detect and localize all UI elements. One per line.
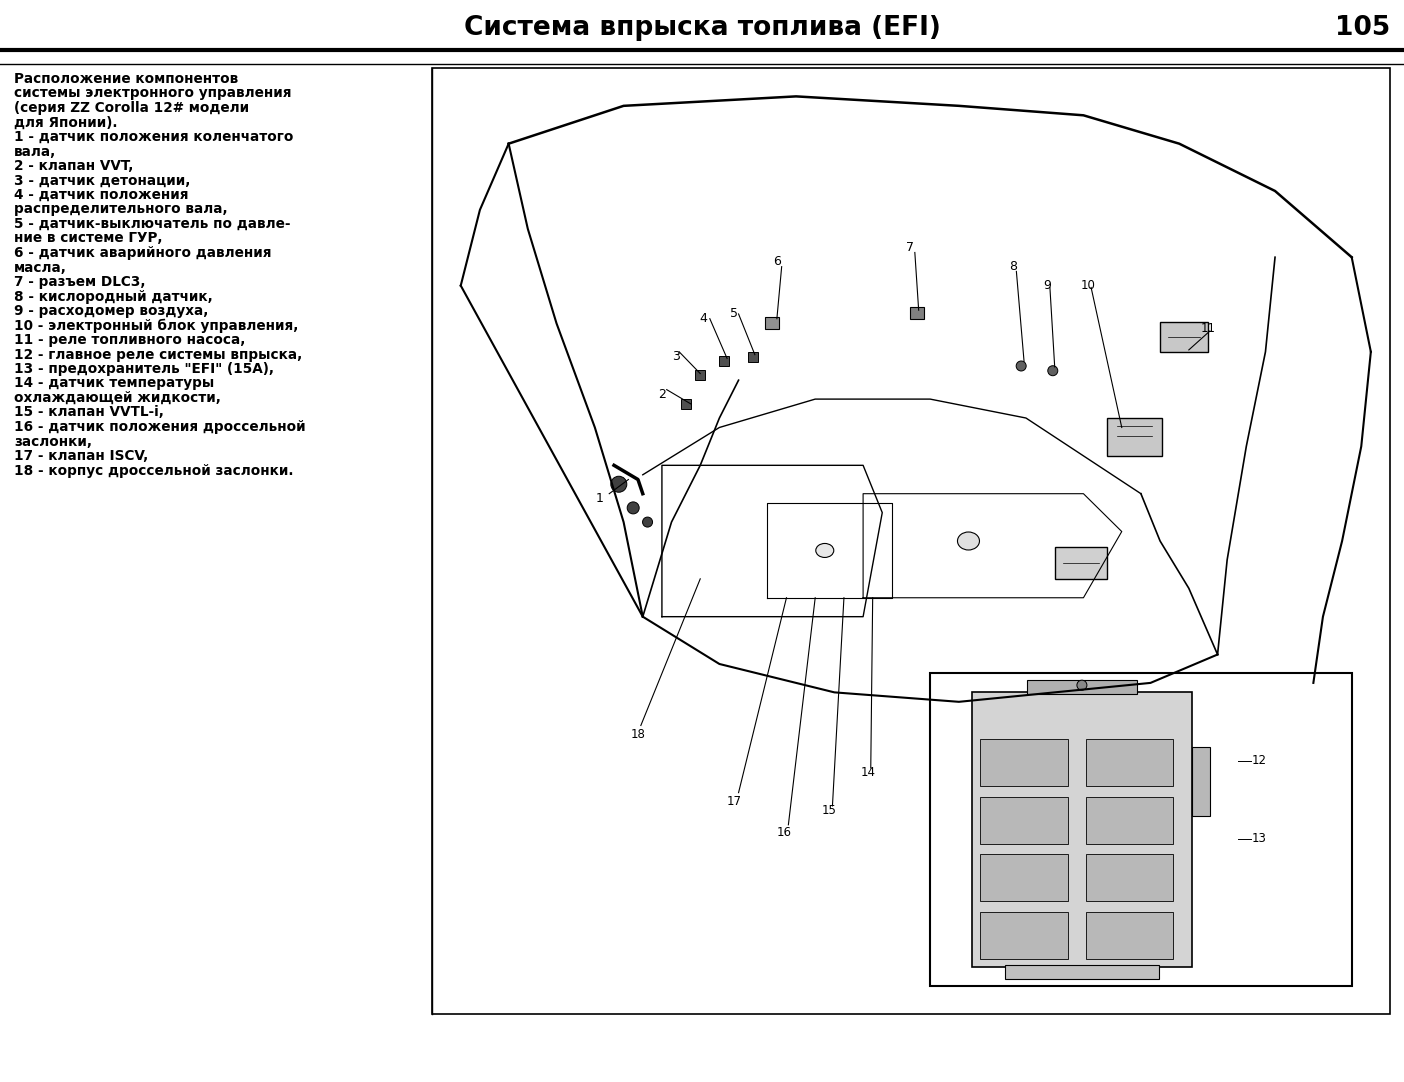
Text: 8 - кислородный датчик,: 8 - кислородный датчик, — [14, 290, 213, 303]
Text: 3: 3 — [673, 351, 680, 364]
Text: 1: 1 — [595, 492, 604, 505]
Text: 4: 4 — [699, 313, 708, 326]
Text: 17 - клапан ISCV,: 17 - клапан ISCV, — [14, 449, 149, 463]
Circle shape — [1077, 681, 1087, 690]
Bar — [980, 739, 1068, 786]
Text: 7: 7 — [906, 241, 914, 254]
Text: 14: 14 — [861, 766, 875, 779]
Text: 15 - клапан VVTL-i,: 15 - клапан VVTL-i, — [14, 406, 164, 420]
Text: 10 - электронный блок управления,: 10 - электронный блок управления, — [14, 318, 299, 333]
Bar — [931, 673, 1352, 986]
Text: 11: 11 — [1200, 321, 1216, 334]
Text: распределительного вала,: распределительного вала, — [14, 202, 227, 216]
Text: 16: 16 — [776, 826, 792, 839]
Bar — [910, 307, 924, 319]
Bar — [973, 692, 1192, 967]
Circle shape — [643, 517, 653, 527]
Bar — [1160, 321, 1207, 352]
Bar — [1028, 681, 1137, 695]
Text: 4 - датчик положения: 4 - датчик положения — [14, 188, 188, 202]
Bar — [695, 370, 705, 381]
Bar — [432, 68, 1390, 1014]
Circle shape — [1047, 366, 1057, 375]
Text: для Японии).: для Японии). — [14, 116, 118, 130]
Ellipse shape — [958, 532, 980, 550]
Text: 11 - реле топливного насоса,: 11 - реле топливного насоса, — [14, 333, 246, 347]
Text: 6: 6 — [774, 255, 781, 268]
Text: 18 - корпус дроссельной заслонки.: 18 - корпус дроссельной заслонки. — [14, 463, 293, 477]
Bar — [980, 796, 1068, 844]
Circle shape — [611, 476, 626, 492]
Text: 1 - датчик положения коленчатого: 1 - датчик положения коленчатого — [14, 130, 293, 144]
Text: Система впрыска топлива (EFI): Система впрыска топлива (EFI) — [463, 15, 941, 41]
Bar — [1005, 965, 1158, 979]
Text: системы электронного управления: системы электронного управления — [14, 87, 292, 101]
Bar — [765, 317, 779, 329]
Bar — [1085, 855, 1174, 901]
Ellipse shape — [816, 543, 834, 557]
Circle shape — [1016, 361, 1026, 371]
Text: Расположение компонентов: Расположение компонентов — [14, 72, 239, 85]
Text: 5: 5 — [730, 307, 737, 320]
Text: охлаждающей жидкости,: охлаждающей жидкости, — [14, 391, 220, 405]
Text: 15: 15 — [823, 804, 837, 817]
Text: 10: 10 — [1081, 279, 1095, 292]
Text: 5 - датчик-выключатель по давле-: 5 - датчик-выключатель по давле- — [14, 217, 291, 230]
Text: ние в системе ГУР,: ние в системе ГУР, — [14, 232, 163, 246]
Circle shape — [628, 502, 639, 514]
Bar — [719, 356, 729, 367]
Bar — [1085, 796, 1174, 844]
Text: 17: 17 — [726, 794, 741, 807]
Text: 16 - датчик положения дроссельной: 16 - датчик положения дроссельной — [14, 420, 306, 434]
Text: 3 - датчик детонации,: 3 - датчик детонации, — [14, 173, 191, 187]
Text: 7 - разъем DLC3,: 7 - разъем DLC3, — [14, 275, 146, 289]
Bar — [1054, 546, 1106, 579]
Text: 9 - расходомер воздуха,: 9 - расходомер воздуха, — [14, 304, 208, 318]
Text: 6 - датчик аварийного давления: 6 - датчик аварийного давления — [14, 246, 271, 260]
Text: заслонки,: заслонки, — [14, 435, 93, 449]
Text: 13 - предохранитель "EFI" (15A),: 13 - предохранитель "EFI" (15A), — [14, 362, 274, 377]
Text: 105: 105 — [1335, 15, 1390, 41]
Text: 18: 18 — [630, 728, 646, 741]
Text: 12 - главное реле системы впрыска,: 12 - главное реле системы впрыска, — [14, 347, 302, 361]
Bar — [1085, 912, 1174, 959]
Text: 2 - клапан VVT,: 2 - клапан VVT, — [14, 159, 133, 173]
Bar — [1085, 739, 1174, 786]
Bar — [980, 855, 1068, 901]
Text: вала,: вала, — [14, 145, 56, 158]
Bar — [1192, 747, 1209, 816]
Text: 12: 12 — [1251, 754, 1266, 767]
Text: 2: 2 — [658, 387, 665, 400]
Bar — [748, 352, 758, 361]
Text: 8: 8 — [1009, 260, 1018, 273]
Text: (серия ZZ Corolla 12# модели: (серия ZZ Corolla 12# модели — [14, 101, 249, 115]
Text: 13: 13 — [1251, 832, 1266, 845]
Bar — [980, 912, 1068, 959]
Bar — [681, 399, 691, 409]
Text: 14 - датчик температуры: 14 - датчик температуры — [14, 377, 215, 391]
Text: масла,: масла, — [14, 261, 67, 275]
Bar — [1108, 418, 1163, 456]
Text: 9: 9 — [1043, 279, 1052, 292]
